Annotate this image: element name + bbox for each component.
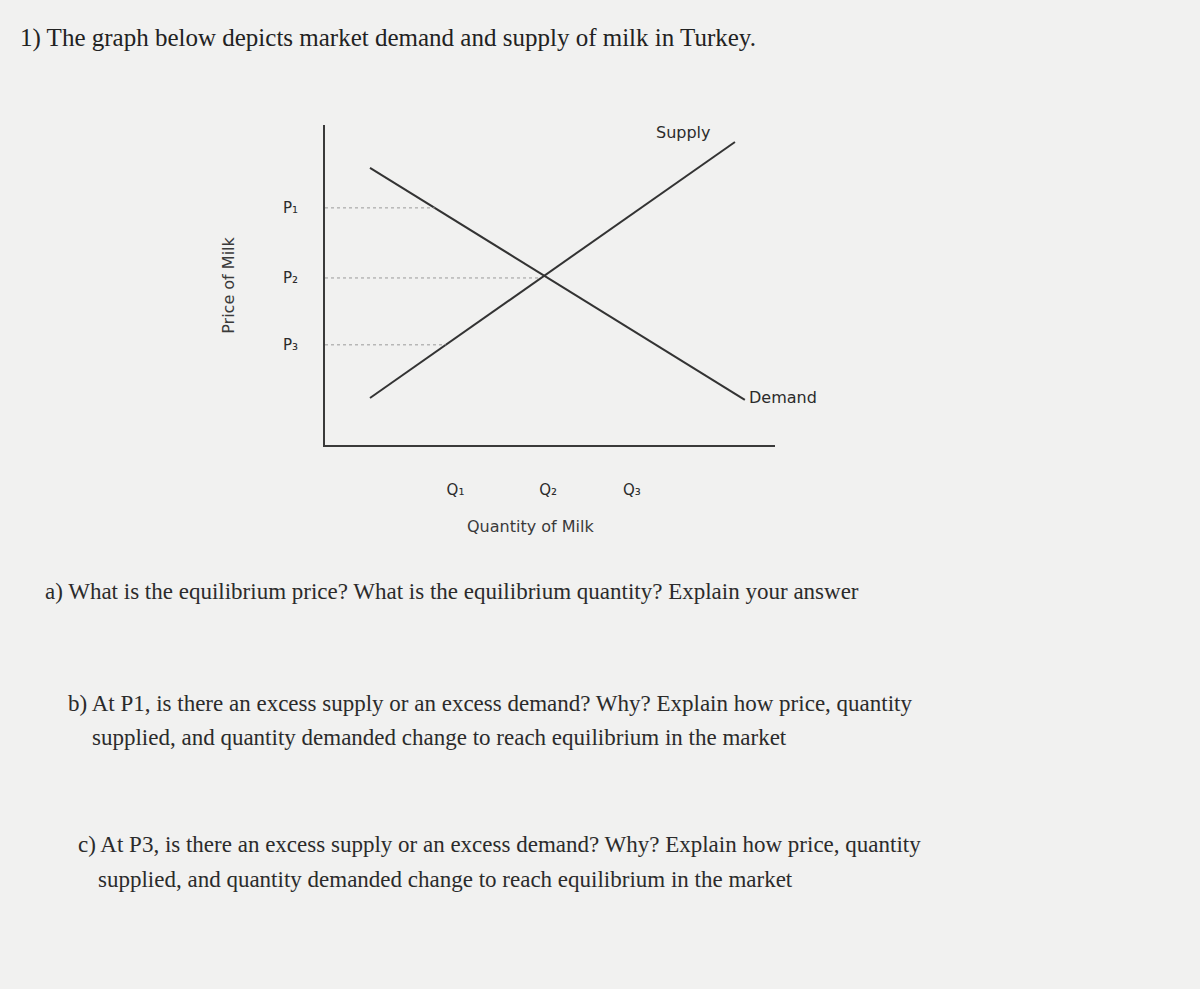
svg-text:Q₂: Q₂	[539, 481, 557, 499]
svg-text:Supply: Supply	[656, 123, 711, 142]
svg-text:P₃: P₃	[283, 336, 298, 354]
html-text:supplied, and quantity demande: supplied, and quantity demanded change t…	[98, 867, 793, 892]
svg-text:Price of Milk: Price of Milk	[219, 236, 238, 333]
html-text:a) What is the equilibrium pri: a) What is the equilibrium price? What i…	[45, 579, 859, 604]
html-text:b) At P1, is there an excess s: b) At P1, is there an excess supply or a…	[68, 691, 912, 716]
html-text:supplied, and quantity demande: supplied, and quantity demanded change t…	[92, 725, 787, 750]
html-text:1) The graph below depicts mar: 1) The graph below depicts market demand…	[20, 24, 756, 51]
svg-text:P₁: P₁	[283, 199, 298, 217]
svg-text:Quantity of Milk: Quantity of Milk	[467, 517, 594, 536]
svg-text:Q₃: Q₃	[623, 481, 641, 499]
html-text:c) At P3, is there an excess s: c) At P3, is there an excess supply or a…	[78, 832, 921, 857]
svg-text:Q₁: Q₁	[447, 481, 465, 499]
svg-text:Demand: Demand	[749, 388, 817, 407]
svg-text:P₂: P₂	[283, 269, 298, 287]
